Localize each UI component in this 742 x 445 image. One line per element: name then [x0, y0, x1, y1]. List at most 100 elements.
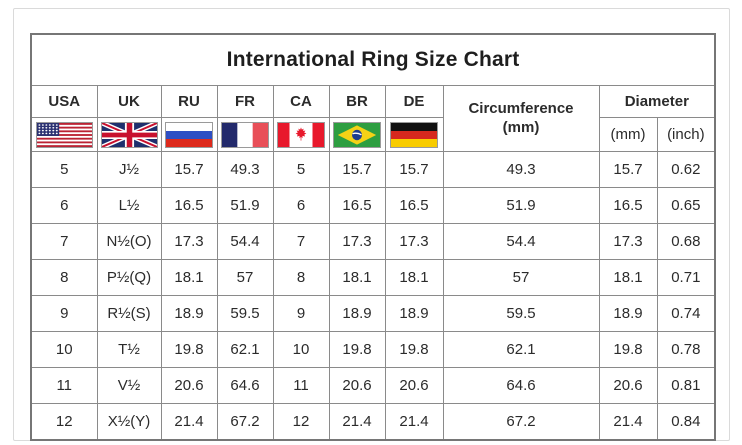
uk-flag-icon [100, 121, 158, 148]
cell-circumference-mm: 49.3 [442, 151, 600, 188]
cell-circumference-mm: 62.1 [442, 331, 600, 368]
table-row: 7 N½(O) 17.3 54.4 7 17.3 17.3 54.4 17.3 … [30, 223, 716, 260]
cell-de-size: 17.3 [384, 223, 444, 260]
cell-ca-size: 10 [272, 331, 330, 368]
cell-br-size: 16.5 [328, 187, 386, 224]
cell-uk-size: R½(S) [96, 295, 162, 332]
cell-br-size: 15.7 [328, 151, 386, 188]
page-title: International Ring Size Chart [30, 33, 716, 86]
cell-fr-size: 59.5 [216, 295, 274, 332]
cell-usa-size: 7 [30, 223, 98, 260]
cell-usa-size: 8 [30, 259, 98, 296]
cell-ca-size: 12 [272, 403, 330, 441]
cell-diameter-mm: 19.8 [598, 331, 658, 368]
cell-uk-size: X½(Y) [96, 403, 162, 441]
column-header-br: BR [328, 85, 386, 118]
cell-ca-size: 7 [272, 223, 330, 260]
cell-de-size: 18.9 [384, 295, 444, 332]
cell-usa-size: 11 [30, 367, 98, 404]
cell-diameter-mm: 17.3 [598, 223, 658, 260]
cell-br-size: 19.8 [328, 331, 386, 368]
cell-circumference-mm: 59.5 [442, 295, 600, 332]
table-row: 6 L½ 16.5 51.9 6 16.5 16.5 51.9 16.5 0.6… [30, 187, 716, 224]
cell-diameter-mm: 18.1 [598, 259, 658, 296]
cell-ru-size: 18.1 [160, 259, 218, 296]
column-header-circumference: Circumference (mm) [442, 85, 600, 152]
column-header-de: DE [384, 85, 444, 118]
cell-br-size: 17.3 [328, 223, 386, 260]
ring-size-table: International Ring Size Chart USA UK RU … [30, 33, 717, 441]
cell-fr-size: 62.1 [216, 331, 274, 368]
cell-fr-size: 54.4 [216, 223, 274, 260]
cell-fr-size: 49.3 [216, 151, 274, 188]
cell-usa-size: 9 [30, 295, 98, 332]
flag-cell-canada [272, 117, 330, 152]
cell-uk-size: N½(O) [96, 223, 162, 260]
cell-br-size: 20.6 [328, 367, 386, 404]
cell-ru-size: 16.5 [160, 187, 218, 224]
cell-diameter-inch: 0.84 [656, 403, 716, 441]
cell-br-size: 18.9 [328, 295, 386, 332]
cell-br-size: 21.4 [328, 403, 386, 441]
flag-cell-russia [160, 117, 218, 152]
cell-circumference-mm: 54.4 [442, 223, 600, 260]
canada-flag-icon [277, 121, 325, 148]
cell-circumference-mm: 51.9 [442, 187, 600, 224]
cell-diameter-mm: 18.9 [598, 295, 658, 332]
column-header-usa: USA [30, 85, 98, 118]
cell-ru-size: 19.8 [160, 331, 218, 368]
table-row: 10 T½ 19.8 62.1 10 19.8 19.8 62.1 19.8 0… [30, 331, 716, 368]
cell-ca-size: 8 [272, 259, 330, 296]
cell-usa-size: 12 [30, 403, 98, 441]
germany-flag-icon [390, 121, 438, 148]
cell-ca-size: 6 [272, 187, 330, 224]
flag-cell-uk [96, 117, 162, 152]
cell-fr-size: 51.9 [216, 187, 274, 224]
cell-diameter-mm: 16.5 [598, 187, 658, 224]
diameter-mm-header: (mm) [598, 117, 658, 152]
cell-fr-size: 67.2 [216, 403, 274, 441]
cell-de-size: 15.7 [384, 151, 444, 188]
cell-circumference-mm: 57 [442, 259, 600, 296]
column-header-ca: CA [272, 85, 330, 118]
country-code-row: USA UK RU FR CA BR DE Circumference (mm)… [30, 85, 716, 152]
cell-diameter-inch: 0.78 [656, 331, 716, 368]
table-body: 5 J½ 15.7 49.3 5 15.7 15.7 49.3 15.7 0.6… [30, 151, 716, 441]
flag-cell-usa [30, 117, 98, 152]
flag-row: (mm) (inch) [30, 117, 716, 152]
cell-fr-size: 57 [216, 259, 274, 296]
flag-cell-germany [384, 117, 444, 152]
cell-usa-size: 10 [30, 331, 98, 368]
cell-ru-size: 15.7 [160, 151, 218, 188]
cell-uk-size: J½ [96, 151, 162, 188]
title-row: International Ring Size Chart [30, 33, 716, 86]
table-row: 8 P½(Q) 18.1 57 8 18.1 18.1 57 18.1 0.71 [30, 259, 716, 296]
cell-circumference-mm: 67.2 [442, 403, 600, 441]
cell-de-size: 21.4 [384, 403, 444, 441]
table-row: 5 J½ 15.7 49.3 5 15.7 15.7 49.3 15.7 0.6… [30, 151, 716, 188]
cell-de-size: 19.8 [384, 331, 444, 368]
cell-usa-size: 5 [30, 151, 98, 188]
cell-ca-size: 11 [272, 367, 330, 404]
cell-de-size: 18.1 [384, 259, 444, 296]
cell-uk-size: P½(Q) [96, 259, 162, 296]
cell-diameter-inch: 0.65 [656, 187, 716, 224]
russia-flag-icon [165, 121, 213, 148]
cell-br-size: 18.1 [328, 259, 386, 296]
cell-diameter-mm: 21.4 [598, 403, 658, 441]
cell-ru-size: 21.4 [160, 403, 218, 441]
cell-de-size: 16.5 [384, 187, 444, 224]
cell-ru-size: 18.9 [160, 295, 218, 332]
brazil-flag-icon [333, 121, 381, 148]
cell-de-size: 20.6 [384, 367, 444, 404]
cell-uk-size: T½ [96, 331, 162, 368]
circumference-label: Circumference [468, 99, 574, 117]
cell-diameter-inch: 0.81 [656, 367, 716, 404]
column-header-fr: FR [216, 85, 274, 118]
cell-diameter-mm: 15.7 [598, 151, 658, 188]
circumference-unit: (mm) [502, 118, 540, 136]
table-row: 9 R½(S) 18.9 59.5 9 18.9 18.9 59.5 18.9 … [30, 295, 716, 332]
column-header-ru: RU [160, 85, 218, 118]
flag-cell-brazil [328, 117, 386, 152]
cell-ru-size: 17.3 [160, 223, 218, 260]
